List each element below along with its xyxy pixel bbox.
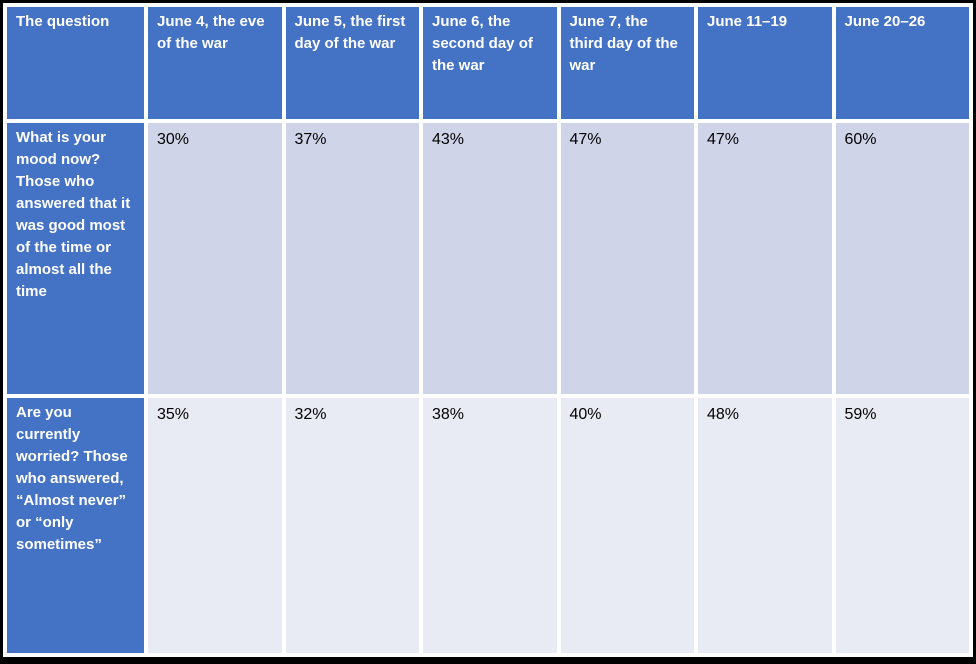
value-cell: 59%: [835, 398, 969, 653]
value-cell: 60%: [835, 123, 969, 394]
value-cell: 32%: [285, 398, 419, 653]
value-cell: 40%: [560, 398, 694, 653]
value-cell: 37%: [285, 123, 419, 394]
value-cell: 35%: [148, 398, 282, 653]
value-cell: 43%: [423, 123, 557, 394]
value-cell: 47%: [560, 123, 694, 394]
table-row-worried: Are you currently worried? Those who ans…: [7, 398, 969, 653]
table-row-mood: What is your mood now? Those who answere…: [7, 123, 969, 394]
column-header-june-7: June 7, the third day of the war: [560, 7, 694, 119]
column-header-june-20-26: June 20–26: [835, 7, 969, 119]
value-cell: 30%: [148, 123, 282, 394]
column-header-june-6: June 6, the second day of the war: [423, 7, 557, 119]
question-cell-worried: Are you currently worried? Those who ans…: [7, 398, 144, 653]
column-header-june-5: June 5, the first day of the war: [285, 7, 419, 119]
column-header-june-11-19: June 11–19: [698, 7, 832, 119]
value-cell: 38%: [423, 398, 557, 653]
value-cell: 48%: [698, 398, 832, 653]
question-cell-mood: What is your mood now? Those who answere…: [7, 123, 144, 394]
column-header-june-4: June 4, the eve of the war: [148, 7, 282, 119]
value-cell: 47%: [698, 123, 832, 394]
column-header-question: The question: [7, 7, 144, 119]
header-row: The question June 4, the eve of the war …: [7, 7, 969, 119]
